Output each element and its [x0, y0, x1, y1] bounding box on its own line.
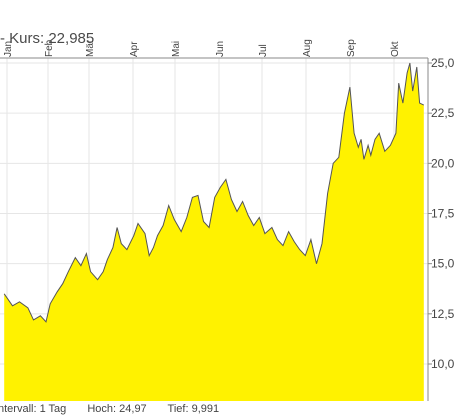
y-axis-ticks: 25,0 22,5 20,0 17,5 15,0 12,5 10,0 — [428, 56, 455, 371]
x-tick-label: Sep — [346, 39, 357, 57]
high-label: Hoch: 24,97 — [87, 403, 147, 415]
x-tick-label: Jan — [3, 41, 14, 57]
axes — [0, 57, 429, 401]
chart-header: - Kurs: 22,985 — [0, 30, 95, 47]
y-tick-label: 10,0 — [431, 357, 455, 371]
y-tick-label: 12,5 — [431, 307, 455, 321]
x-tick-label: Jul — [258, 44, 269, 57]
x-tick-label: Aug — [302, 39, 313, 57]
y-tick-label: 17,5 — [431, 207, 455, 221]
x-tick-label: Okt — [390, 41, 401, 57]
x-tick-label: Jun — [215, 41, 226, 57]
low-label: Tief: 9,991 — [167, 403, 220, 415]
y-tick-label: 25,0 — [431, 56, 455, 70]
x-axis-ticks: Jan Feb Mär Apr Mai Jun Jul Aug Sep Okt — [3, 39, 401, 57]
x-tick-label: Apr — [129, 41, 140, 57]
y-tick-label: 20,0 — [431, 156, 455, 170]
y-tick-label: 15,0 — [431, 257, 455, 271]
interval-label: ntervall: 1 Tag — [0, 403, 67, 415]
x-tick-label: Mär — [85, 39, 96, 57]
price-area — [4, 63, 424, 401]
y-tick-label: 22,5 — [431, 106, 455, 120]
chart-footer: ntervall: 1 Tag Hoch: 24,97 Tief: 9,991 — [0, 403, 237, 415]
price-line — [3, 62, 425, 323]
x-tick-label: Feb — [44, 39, 55, 57]
x-tick-label: Mai — [171, 41, 182, 57]
